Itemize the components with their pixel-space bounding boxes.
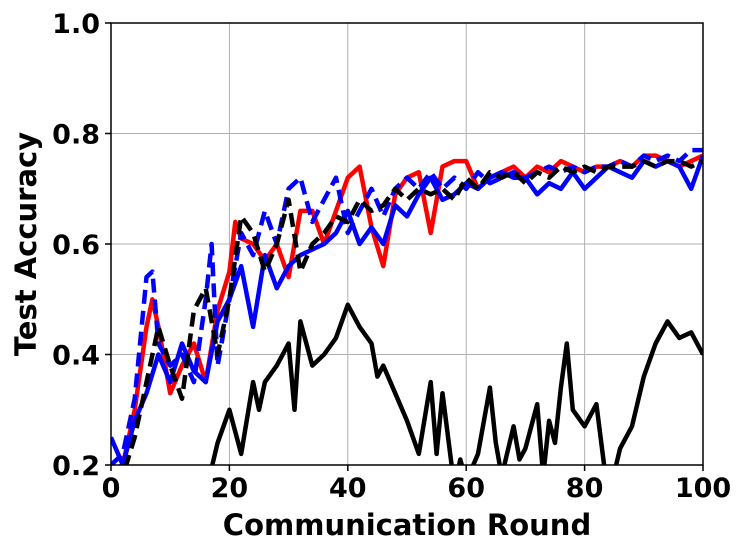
x-tick-labels: 0 20 40 60 80 100 <box>102 473 732 504</box>
y-tick-label: 0.8 <box>52 120 100 151</box>
series-group <box>111 147 703 465</box>
grid-lines <box>110 22 704 466</box>
series-line-4 <box>123 158 703 465</box>
series-line-5 <box>209 302 703 465</box>
y-tick-labels: 0.2 0.4 0.6 0.8 1.0 <box>52 9 100 482</box>
x-tick-label: 80 <box>566 473 604 504</box>
y-tick-label: 0.4 <box>52 341 100 372</box>
y-tick-label: 1.0 <box>52 9 100 40</box>
x-tick-label: 20 <box>211 473 249 504</box>
x-tick-label: 0 <box>102 473 121 504</box>
x-tick-label: 40 <box>329 473 367 504</box>
y-tick-label: 0.6 <box>52 230 100 261</box>
x-tick-label: 60 <box>447 473 485 504</box>
x-tick-label: 100 <box>675 473 731 504</box>
y-tick-label: 0.2 <box>52 451 100 482</box>
y-axis-title: Test Accuracy <box>9 132 43 356</box>
x-axis-title: Communication Round <box>223 508 591 542</box>
tick-marks <box>105 22 704 471</box>
